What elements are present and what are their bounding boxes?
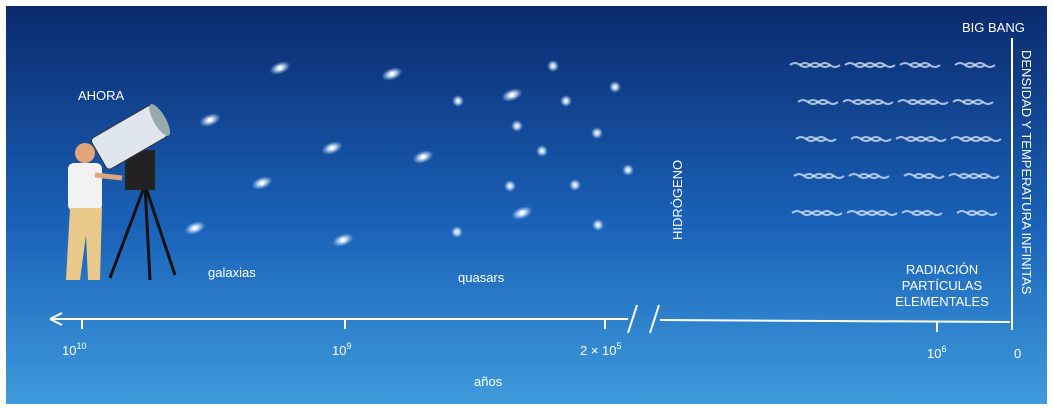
quasar [622, 164, 634, 176]
infinite-label: DENSIDAD Y TEMPERATURA INFINITAS [1019, 50, 1034, 295]
quasar [592, 219, 604, 231]
now-label: AHORA [78, 88, 125, 103]
galaxy-core [260, 181, 264, 185]
tick-base: 10 [927, 346, 941, 361]
tick-label: 0 [1014, 346, 1021, 361]
galaxy-core [193, 226, 197, 230]
tick-exponent: 6 [941, 344, 946, 354]
galaxy-core [520, 211, 524, 215]
quasar [504, 180, 516, 192]
quasar [609, 81, 621, 93]
tick-base: 2 × 10 [580, 343, 617, 358]
quasar [451, 226, 463, 238]
big-bang-label: BIG BANG [962, 20, 1025, 35]
radiation-label: RADIACIÓN [906, 262, 978, 277]
tick-exponent: 10 [76, 341, 86, 351]
tick-exponent: 9 [346, 341, 351, 351]
background [6, 6, 1047, 404]
galaxies-label: galaxias [208, 265, 256, 280]
tick-label: 2 × 105 [580, 341, 622, 358]
galaxy-core [278, 66, 282, 70]
galaxy-core [421, 155, 425, 159]
radiation-label: PARTÍCULAS [902, 278, 983, 293]
quasar [511, 120, 523, 132]
quasar [547, 60, 559, 72]
quasar [452, 95, 464, 107]
quasar [569, 179, 581, 191]
tick-exponent: 5 [617, 341, 622, 351]
quasars-label: quasars [458, 270, 505, 285]
tick-base: 10 [332, 343, 346, 358]
hydrogen-label: HIDRÓGENO [670, 160, 685, 240]
galaxy-core [208, 118, 212, 122]
quasar [560, 95, 572, 107]
tick-base: 0 [1014, 346, 1021, 361]
quasar [591, 127, 603, 139]
radiation-label: ELEMENTALES [895, 294, 989, 309]
galaxy-core [330, 146, 334, 150]
galaxy-core [341, 238, 345, 242]
tick-base: 10 [62, 343, 76, 358]
axis-title: años [474, 374, 503, 389]
quasar [536, 145, 548, 157]
galaxy-core [510, 93, 514, 97]
galaxy-core [390, 72, 394, 76]
illustration: BIG BANG DENSIDAD Y TEMPERATURA INFINITAS… [0, 0, 1053, 408]
